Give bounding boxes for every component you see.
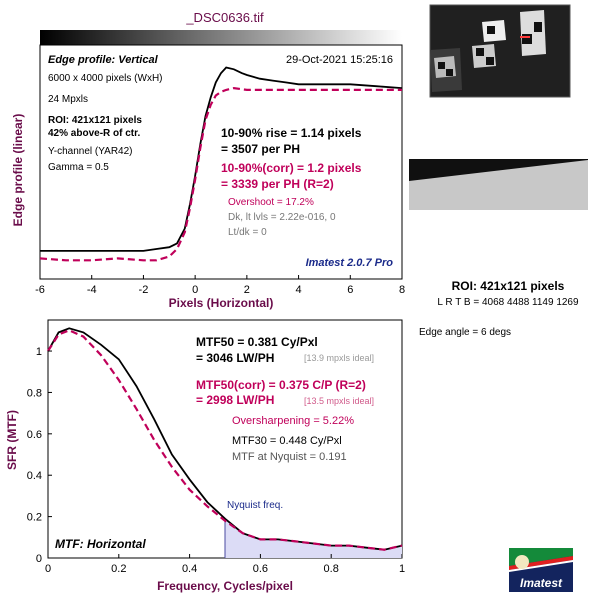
roi-size: ROI: 421x121 pixels [452,279,565,293]
mtf-y-tick-label: 0.6 [27,429,42,441]
edge-y-axis-label: Edge profile (linear) [11,114,25,227]
light-dark-ratio: Lt/dk = 0 [228,227,267,238]
edge-x-tick-label: -2 [139,284,149,296]
rise-per-ph: = 3507 per PH [221,142,300,156]
gray-ramp-bar [40,30,402,45]
edge-x-tick-label: 8 [399,284,405,296]
mtf50-corr-lw-ph: = 2998 LW/PH [196,393,274,407]
overshoot-line: Overshoot = 17.2% [228,197,314,208]
rise-corr-per-ph: = 3339 per PH (R=2) [221,177,334,191]
dark-light-levels: Dk, lt lvls = 2.22e-016, 0 [228,212,336,223]
mtf-y-axis-label: SFR (MTF) [5,410,19,470]
mtf50-lw-ph: = 3046 LW/PH [196,351,274,365]
logo-text: Imatest [520,576,563,590]
edge-x-tick-label: 4 [296,284,302,296]
mtf50-result: MTF50 = 0.381 Cy/Pxl [196,335,318,349]
mtf-y-tick-label: 0.2 [27,512,42,524]
info-line-size: 6000 x 4000 pixels (WxH) [48,73,163,84]
mtf-x-tick-label: 0.4 [182,563,197,575]
edge-x-tick-label: -4 [87,284,97,296]
mtf-panel-title: MTF: Horizontal [55,537,146,551]
edge-panel-title: Edge profile: Vertical [48,54,159,66]
mtf-plot-marks [47,327,403,558]
imatest-logo: Imatest [509,548,573,592]
mtf50-corr-result: MTF50(corr) = 0.375 C/P (R=2) [196,378,366,392]
mtf-y-tick-label: 0.8 [27,387,42,399]
edge-angle: Edge angle = 6 degs [419,327,511,338]
mtf-corrected-line [47,329,403,551]
nyquist-area [225,518,402,558]
imatest-version: Imatest 2.0.7 Pro [306,257,394,269]
mtf-x-axis-label: Frequency, Cycles/pixel [157,579,293,593]
timestamp: 29-Oct-2021 15:25:16 [286,54,393,66]
info-line-mpxls: 24 Mpxls [48,94,88,105]
oversharpening-line: Oversharpening = 5.22% [232,415,354,427]
rise-result: 10-90% rise = 1.14 pixels [221,126,362,140]
mtf-x-tick-label: 0.8 [324,563,339,575]
mtf-y-tick-label: 0 [36,553,42,565]
channel-line: Y-channel (YAR42) [48,146,133,157]
mtf-y-tick-label: 1 [36,346,42,358]
roi-crop-image [409,159,588,210]
chart-thumbnail [429,4,571,98]
edge-x-tick-label: 2 [244,284,250,296]
gamma-line: Gamma = 0.5 [48,162,109,173]
mtf-x-tick-label: 1 [399,563,405,575]
edge-plot-marks [39,66,403,262]
roi-line: ROI: 421x121 pixels [48,115,142,126]
edge-corrected-line [39,86,402,262]
mtf30-line: MTF30 = 0.448 Cy/Pxl [232,435,342,447]
mtf-nyquist-line: MTF at Nyquist = 0.191 [232,451,347,463]
file-title: _DSC0636.tif [185,10,264,25]
edge-x-axis-label: Pixels (Horizontal) [169,296,274,310]
edge-x-tick-label: 6 [347,284,353,296]
mtf-y-ticks: 0 0.2 0.4 0.6 0.8 1 [27,346,52,565]
mtf-y-tick-label: 0.4 [27,470,42,482]
edge-x-tick-label: -6 [35,284,45,296]
edge-measured-line [40,66,403,252]
edge-x-tick-label: 0 [192,284,198,296]
mtf-x-tick-label: 0 [45,563,51,575]
roi-position: 42% above-R of ctr. [48,128,140,139]
mtf-x-tick-label: 0.6 [253,563,268,575]
mtf-x-ticks: 0 0.2 0.4 0.6 0.8 1 [45,554,405,575]
rise-corr-result: 10-90%(corr) = 1.2 pixels [221,161,362,175]
nyquist-label: Nyquist freq. [227,500,283,511]
mtf-x-tick-label: 0.2 [111,563,126,575]
mtf50-ideal: [13.9 mpxls ideal] [304,353,374,363]
roi-lrtb: L R T B = 4068 4488 1149 1269 [437,297,579,308]
mtf50-corr-ideal: [13.5 mpxls ideal] [304,396,374,406]
edge-x-ticks: -6 -4 -2 0 2 4 6 8 [35,275,405,296]
